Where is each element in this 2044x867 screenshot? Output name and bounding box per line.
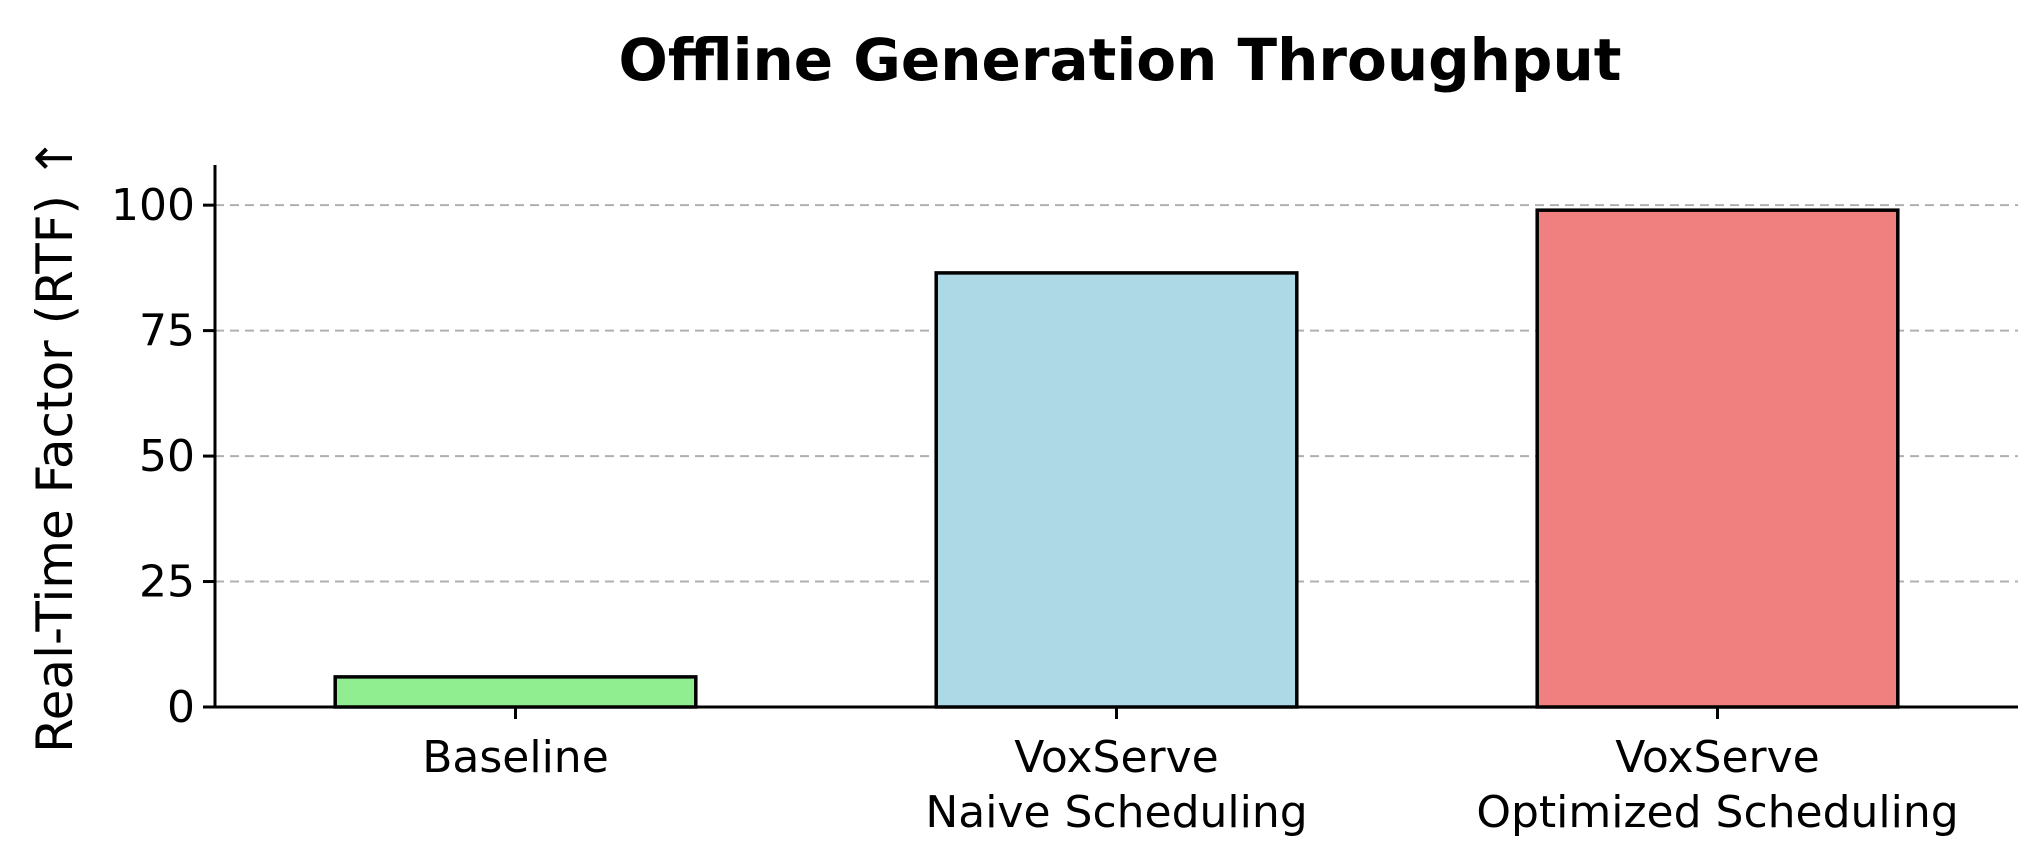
x-tick-label: Optimized Scheduling bbox=[1476, 787, 1958, 838]
y-tick-label: 50 bbox=[139, 431, 195, 482]
bar bbox=[934, 271, 1299, 709]
x-tick-label: VoxServe bbox=[1615, 732, 1820, 783]
y-tick-label: 100 bbox=[111, 180, 195, 231]
y-axis-label: Real-Time Factor (RTF) ↑ bbox=[26, 137, 84, 753]
y-tick-label: 25 bbox=[139, 557, 195, 608]
y-tick-label: 0 bbox=[167, 682, 195, 733]
chart-title: Offline Generation Throughput bbox=[619, 26, 1622, 94]
bar bbox=[1535, 208, 1900, 709]
bar bbox=[333, 675, 698, 709]
x-tick-label: VoxServe bbox=[1014, 732, 1219, 783]
x-tick-label: Naive Scheduling bbox=[925, 787, 1307, 838]
bars bbox=[333, 208, 1900, 709]
x-tick-label: Baseline bbox=[422, 732, 609, 783]
y-tick-label: 75 bbox=[139, 306, 195, 357]
y-axis-ticks: 0 25 50 75 100 bbox=[111, 180, 215, 733]
